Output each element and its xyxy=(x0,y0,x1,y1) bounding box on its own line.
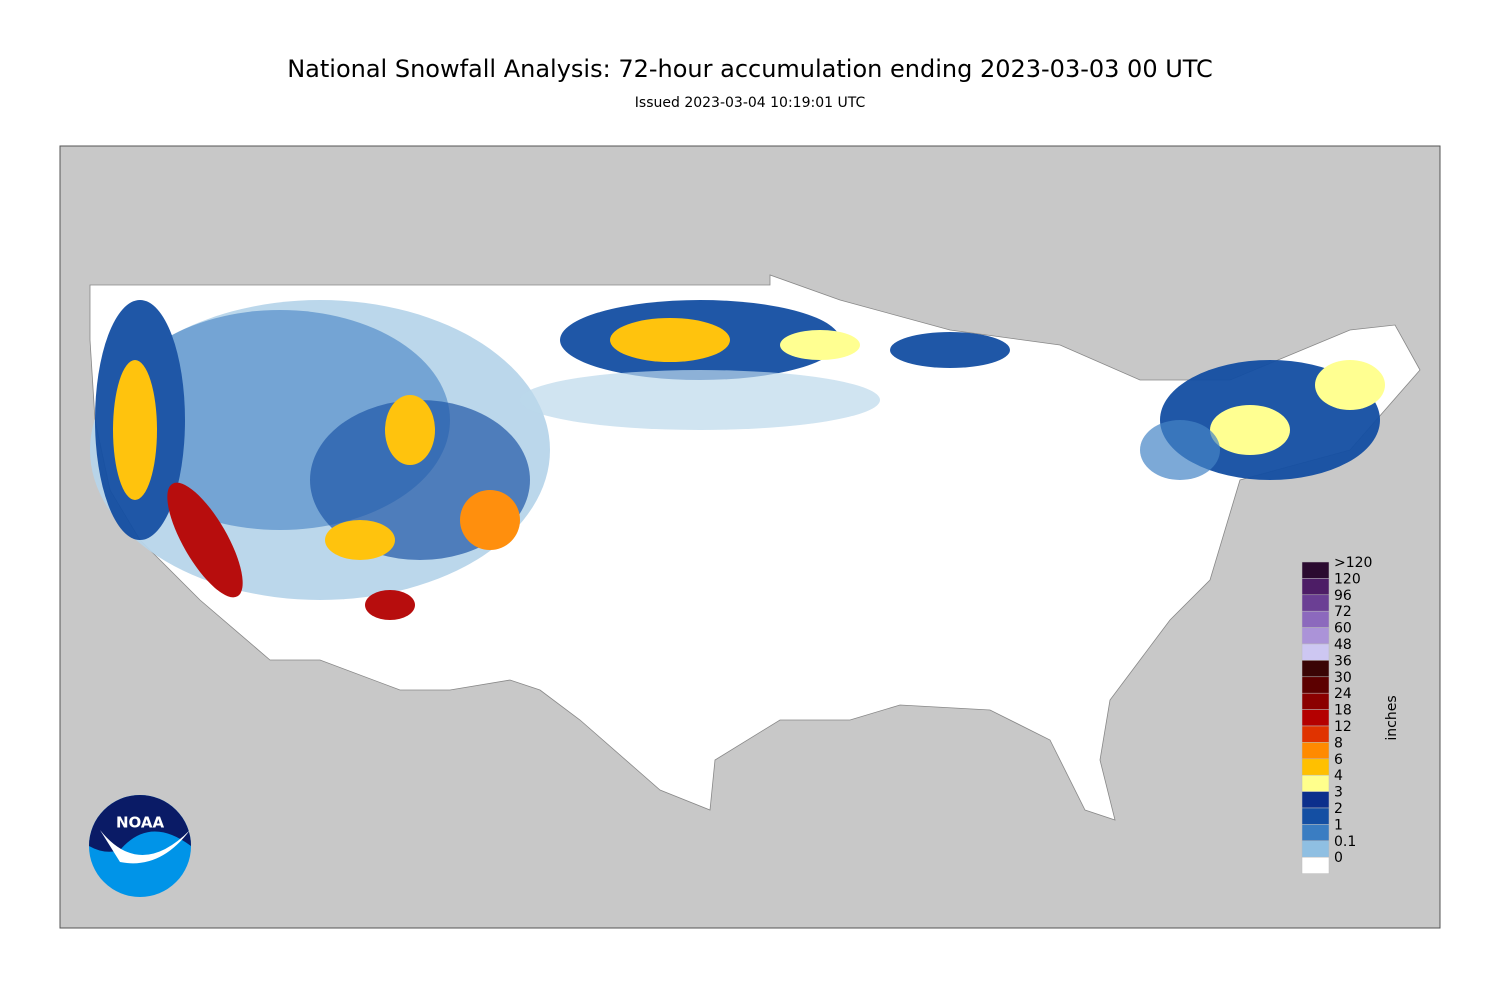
legend-label: 3 xyxy=(1334,785,1343,801)
legend-label: 24 xyxy=(1334,686,1352,702)
logo-text: NOAA xyxy=(116,814,165,832)
legend-label: 72 xyxy=(1334,604,1352,620)
legend-label: 120 xyxy=(1334,571,1361,587)
legend-swatch xyxy=(1301,676,1330,694)
legend-label: 12 xyxy=(1334,719,1352,735)
legend-label: 96 xyxy=(1334,588,1352,604)
legend-label: 60 xyxy=(1334,621,1352,637)
legend-swatch xyxy=(1301,840,1330,858)
legend-swatch xyxy=(1301,758,1330,776)
legend-swatch xyxy=(1301,643,1330,661)
legend-swatch xyxy=(1301,692,1330,710)
legend-label: 8 xyxy=(1334,735,1343,751)
legend-label: 30 xyxy=(1334,670,1352,686)
legend-swatch xyxy=(1301,660,1330,678)
legend-swatch xyxy=(1301,824,1330,842)
legend-label: 0 xyxy=(1334,850,1343,866)
legend-swatch xyxy=(1301,610,1330,628)
legend-swatch xyxy=(1301,725,1330,743)
legend-swatch xyxy=(1301,856,1330,874)
legend: inches >1201209672604836302418128643210.… xyxy=(1301,555,1400,874)
legend-label: >120 xyxy=(1334,555,1372,571)
legend-swatch xyxy=(1301,561,1330,579)
legend-swatch xyxy=(1301,578,1330,596)
legend-swatch xyxy=(1301,627,1330,645)
legend-label: 4 xyxy=(1334,768,1343,784)
legend-label: 48 xyxy=(1334,637,1352,653)
legend-swatch xyxy=(1301,742,1330,760)
subtitle: Issued 2023-03-04 10:19:01 UTC xyxy=(635,95,866,111)
map xyxy=(59,145,1441,929)
legend-swatch xyxy=(1301,709,1330,727)
legend-label: 6 xyxy=(1334,752,1343,768)
legend-swatch xyxy=(1301,594,1330,612)
legend-label: 1 xyxy=(1334,817,1343,833)
legend-label: 0.1 xyxy=(1334,834,1356,850)
legend-label: 36 xyxy=(1334,653,1352,669)
legend-swatch xyxy=(1301,807,1330,825)
legend-swatch xyxy=(1301,791,1330,809)
noaa-logo: NOAA xyxy=(89,795,191,897)
legend-label: 2 xyxy=(1334,801,1343,817)
snow-areas xyxy=(90,300,1385,620)
title: National Snowfall Analysis: 72-hour accu… xyxy=(287,55,1213,83)
legend-label: 18 xyxy=(1334,703,1352,719)
legend-swatch xyxy=(1301,774,1330,792)
legend-units: inches xyxy=(1384,695,1400,740)
